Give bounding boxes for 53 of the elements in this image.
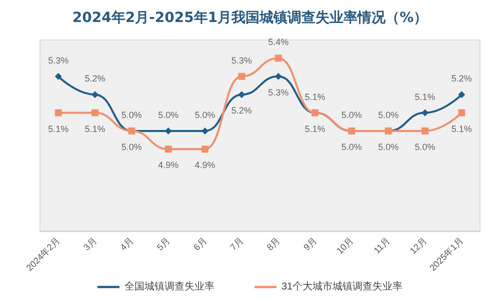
data-label: 5.0% bbox=[194, 110, 216, 120]
point bbox=[54, 109, 62, 116]
data-label: 5.3% bbox=[268, 87, 289, 98]
point bbox=[274, 72, 282, 80]
point bbox=[92, 91, 98, 98]
x-tick-label: 11月 bbox=[372, 235, 392, 256]
point bbox=[202, 127, 208, 134]
legend-label: 全国城镇调查失业率 bbox=[124, 280, 214, 292]
point bbox=[422, 109, 428, 116]
data-label: 5.0% bbox=[121, 110, 142, 120]
data-label: 5.2% bbox=[451, 74, 472, 84]
x-tick-label: 8月 bbox=[264, 235, 282, 252]
data-label: 5.2% bbox=[84, 74, 106, 84]
data-label: 5.1% bbox=[48, 124, 69, 134]
point bbox=[458, 91, 466, 98]
point bbox=[54, 72, 62, 80]
x-tick-label: 12月 bbox=[408, 235, 429, 256]
chart-title: 2024年2月-2025年1月我国城镇调查失业率情况（%） bbox=[72, 9, 428, 26]
data-label: 5.0% bbox=[414, 142, 436, 152]
x-tick-label: 5月 bbox=[154, 235, 172, 252]
data-label: 5.4% bbox=[268, 37, 289, 48]
data-label: 5.0% bbox=[341, 142, 362, 152]
data-label: 5.2% bbox=[231, 106, 252, 116]
x-tick-label: 3月 bbox=[82, 235, 99, 252]
x-tick-label: 9月 bbox=[302, 235, 319, 252]
data-label: 5.1% bbox=[304, 124, 326, 134]
point bbox=[164, 146, 172, 153]
data-label: 5.0% bbox=[378, 142, 399, 152]
point bbox=[164, 127, 172, 134]
point bbox=[92, 109, 98, 116]
data-label: 5.1% bbox=[451, 124, 472, 134]
data-label: 5.0% bbox=[158, 110, 179, 120]
point bbox=[274, 54, 282, 62]
data-label: 5.0% bbox=[121, 142, 142, 152]
point bbox=[422, 127, 428, 134]
data-label: 5.0% bbox=[378, 110, 399, 120]
point bbox=[202, 146, 208, 153]
point bbox=[238, 91, 246, 98]
data-label: 5.1% bbox=[304, 92, 326, 102]
data-label: 5.3% bbox=[231, 55, 252, 66]
data-label: 4.9% bbox=[158, 160, 179, 170]
point bbox=[458, 109, 466, 116]
x-tick-label: 4月 bbox=[118, 235, 136, 252]
x-tick-label: 7月 bbox=[228, 235, 246, 252]
data-label: 5.1% bbox=[414, 92, 436, 102]
data-label: 5.1% bbox=[84, 124, 106, 134]
data-label: 5.0% bbox=[341, 110, 362, 120]
point bbox=[238, 72, 246, 80]
data-label: 4.9% bbox=[194, 160, 216, 170]
x-tick-label: 10月 bbox=[334, 235, 356, 256]
data-label: 5.3% bbox=[48, 55, 69, 66]
legend-label: 31个大城市城镇调查失业率 bbox=[281, 280, 403, 292]
x-tick-label: 6月 bbox=[192, 235, 209, 252]
